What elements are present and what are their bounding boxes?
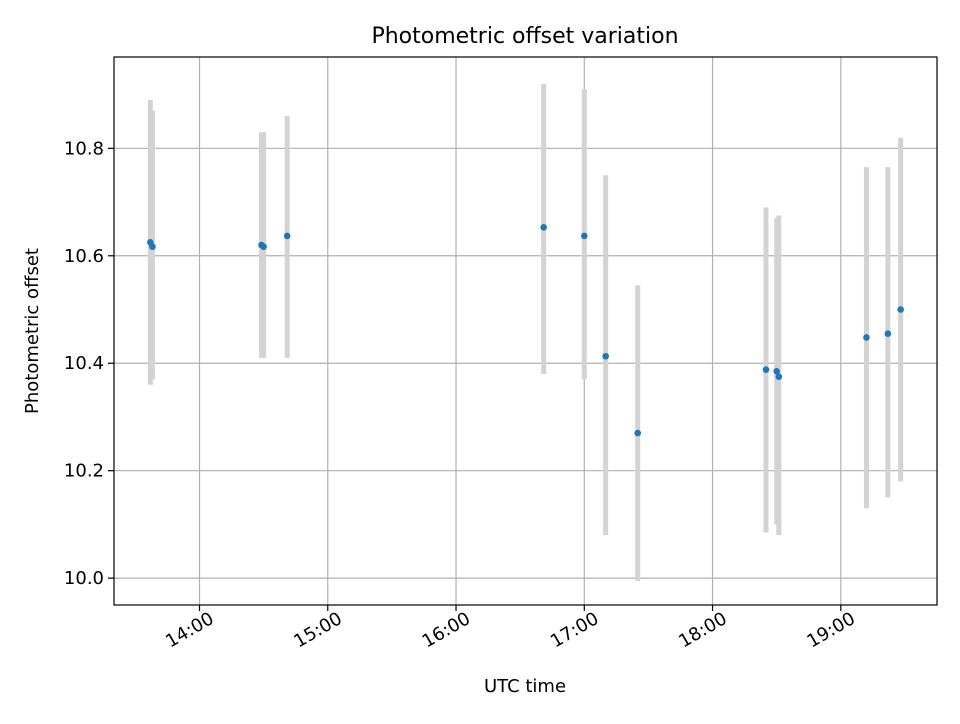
y-tick-label: 10.8 <box>64 138 104 159</box>
y-tick-label: 10.4 <box>64 353 104 374</box>
data-point <box>540 224 547 231</box>
chart-title: Photometric offset variation <box>371 24 678 49</box>
y-axis-label: Photometric offset <box>22 248 43 414</box>
x-axis-label: UTC time <box>484 676 566 697</box>
y-tick-label: 10.2 <box>64 461 104 482</box>
data-point <box>260 243 267 250</box>
data-point <box>897 306 904 313</box>
data-points <box>147 224 904 437</box>
y-tick-label: 10.0 <box>64 568 104 589</box>
data-point <box>762 366 770 373</box>
data-point <box>775 373 783 380</box>
data-point <box>884 330 892 337</box>
data-point <box>634 429 642 437</box>
data-point <box>602 352 609 360</box>
data-point <box>149 243 156 250</box>
grid <box>114 57 937 605</box>
data-point <box>863 334 870 341</box>
data-point <box>283 232 291 240</box>
y-tick-label: 10.6 <box>64 246 104 267</box>
axes-frame <box>113 56 938 606</box>
data-point <box>580 232 588 240</box>
data-point <box>773 367 780 375</box>
